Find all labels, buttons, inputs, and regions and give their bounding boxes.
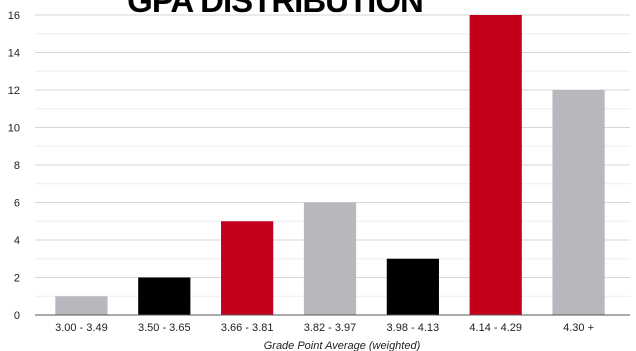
x-tick-label: 3.00 - 3.49 [55, 322, 108, 334]
y-tick-label: 8 [14, 160, 20, 172]
y-tick-label: 0 [14, 310, 20, 322]
x-tick-label: 4.30 + [563, 322, 594, 334]
bar-5 [469, 15, 522, 315]
bar-6 [552, 90, 605, 315]
chart-title: GPA DISTRIBUTION [127, 0, 423, 19]
bar-3 [303, 202, 357, 315]
x-tick-label: 3.82 - 3.97 [304, 322, 357, 334]
bar-0 [55, 296, 108, 315]
x-tick-label: 4.14 - 4.29 [469, 322, 522, 334]
x-tick-label: 3.50 - 3.65 [138, 322, 191, 334]
bar-1 [138, 277, 191, 315]
y-tick-label: 12 [8, 85, 20, 97]
x-axis-title: Grade Point Average (weighted) [264, 340, 421, 351]
x-tick-labels: 3.00 - 3.49 3.50 - 3.65 3.66 - 3.81 3.82 - … [55, 322, 594, 334]
bar-4 [386, 258, 439, 315]
y-tick-label: 14 [8, 48, 20, 60]
y-tick-label: 6 [14, 198, 20, 210]
y-tick-label: 16 [8, 10, 20, 22]
y-tick-label: 4 [14, 235, 20, 247]
bars [55, 15, 605, 315]
x-tick-label: 3.66 - 3.81 [221, 322, 274, 334]
bar-2 [221, 221, 274, 315]
y-tick-label: 2 [14, 273, 20, 285]
y-tick-label: 10 [8, 123, 20, 135]
x-tick-label: 3.98 - 4.13 [387, 322, 440, 334]
y-tick-labels: 0 2 4 6 8 10 12 14 16 [8, 10, 20, 322]
